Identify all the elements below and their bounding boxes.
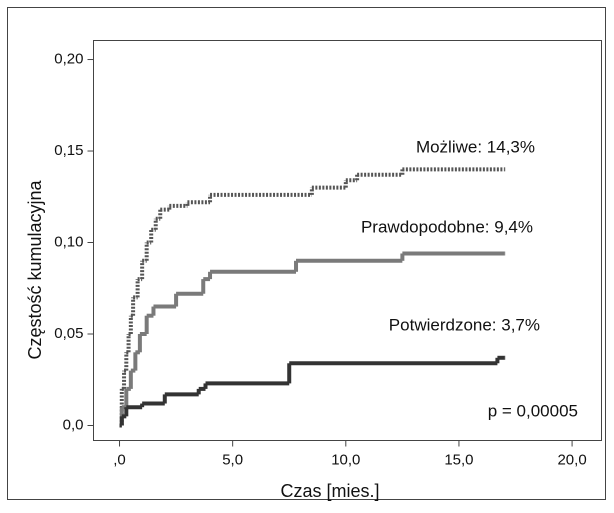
annotation: p = 0,00005	[488, 401, 578, 420]
frame	[7, 7, 606, 500]
y-tick-label: 0,20	[54, 50, 83, 67]
annotation: Możliwe: 14,3%	[416, 137, 535, 156]
x-tick-label: ,0	[113, 451, 126, 468]
y-tick-label: 0,10	[54, 233, 83, 250]
y-tick-label: 0,15	[54, 142, 83, 159]
plot-area	[93, 40, 602, 441]
x-tick-label: 10,0	[331, 451, 360, 468]
annotation: Prawdopodobne: 9,4%	[361, 217, 533, 236]
y-tick-label: 0,05	[54, 325, 83, 342]
y-tick-label: 0,0	[63, 416, 84, 433]
x-tick-label: 20,0	[557, 451, 586, 468]
x-tick-label: 15,0	[444, 451, 473, 468]
x-axis-label: Czas [mies.]	[280, 481, 379, 501]
y-axis-label: Częstość kumulacyjna	[25, 179, 45, 359]
annotation: Potwierdzone: 3,7%	[389, 315, 540, 334]
x-tick-label: 5,0	[222, 451, 243, 468]
